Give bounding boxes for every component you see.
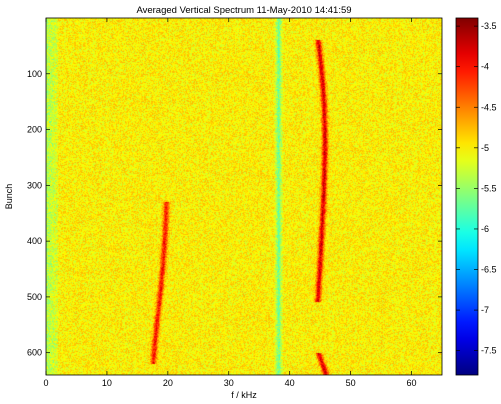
colorbar-tick-label: -4	[481, 62, 489, 72]
x-axis-label: f / kHz	[231, 390, 257, 400]
colorbar-scale	[455, 17, 479, 376]
colorbar-tick-label: -6	[481, 224, 489, 234]
y-tick-label: 400	[27, 236, 42, 246]
x-tick-label: 20	[163, 378, 173, 388]
x-tick-label: 50	[346, 378, 356, 388]
x-axis: 0 10 20 30 40 50 60	[43, 18, 417, 388]
y-tick-label: 100	[27, 69, 42, 79]
x-tick-label: 30	[224, 378, 234, 388]
x-tick-label: 40	[285, 378, 295, 388]
colorbar-tick-label: -4.5	[481, 102, 497, 112]
x-tick-label: 0	[43, 378, 48, 388]
y-tick-label: 300	[27, 180, 42, 190]
x-tick-label: 60	[407, 378, 417, 388]
colorbar-tick-label: -7	[481, 305, 489, 315]
colorbar-tick-label: -5	[481, 143, 489, 153]
y-tick-label: 500	[27, 292, 42, 302]
plot-frame	[45, 17, 443, 376]
colorbar-tick-label: -6.5	[481, 265, 497, 275]
chart-title: Averaged Vertical Spectrum 11-May-2010 1…	[136, 5, 351, 16]
y-tick-label: 600	[27, 348, 42, 358]
y-axis: 100 200 300 400 500 600	[27, 69, 442, 358]
colorbar-tick-label: -3.5	[481, 21, 497, 31]
colorbar-tick-label: -7.5	[481, 346, 497, 356]
heatmap-raster	[46, 18, 442, 375]
plot-area	[45, 17, 443, 376]
y-axis-label: Bunch	[4, 184, 14, 210]
colorbar-tick-label: -5.5	[481, 183, 497, 193]
colorbar: -3.5 -4 -4.5 -5 -5.5 -6 -6.5 -7 -7.5	[455, 17, 497, 376]
x-tick-label: 10	[102, 378, 112, 388]
y-tick-label: 200	[27, 125, 42, 135]
